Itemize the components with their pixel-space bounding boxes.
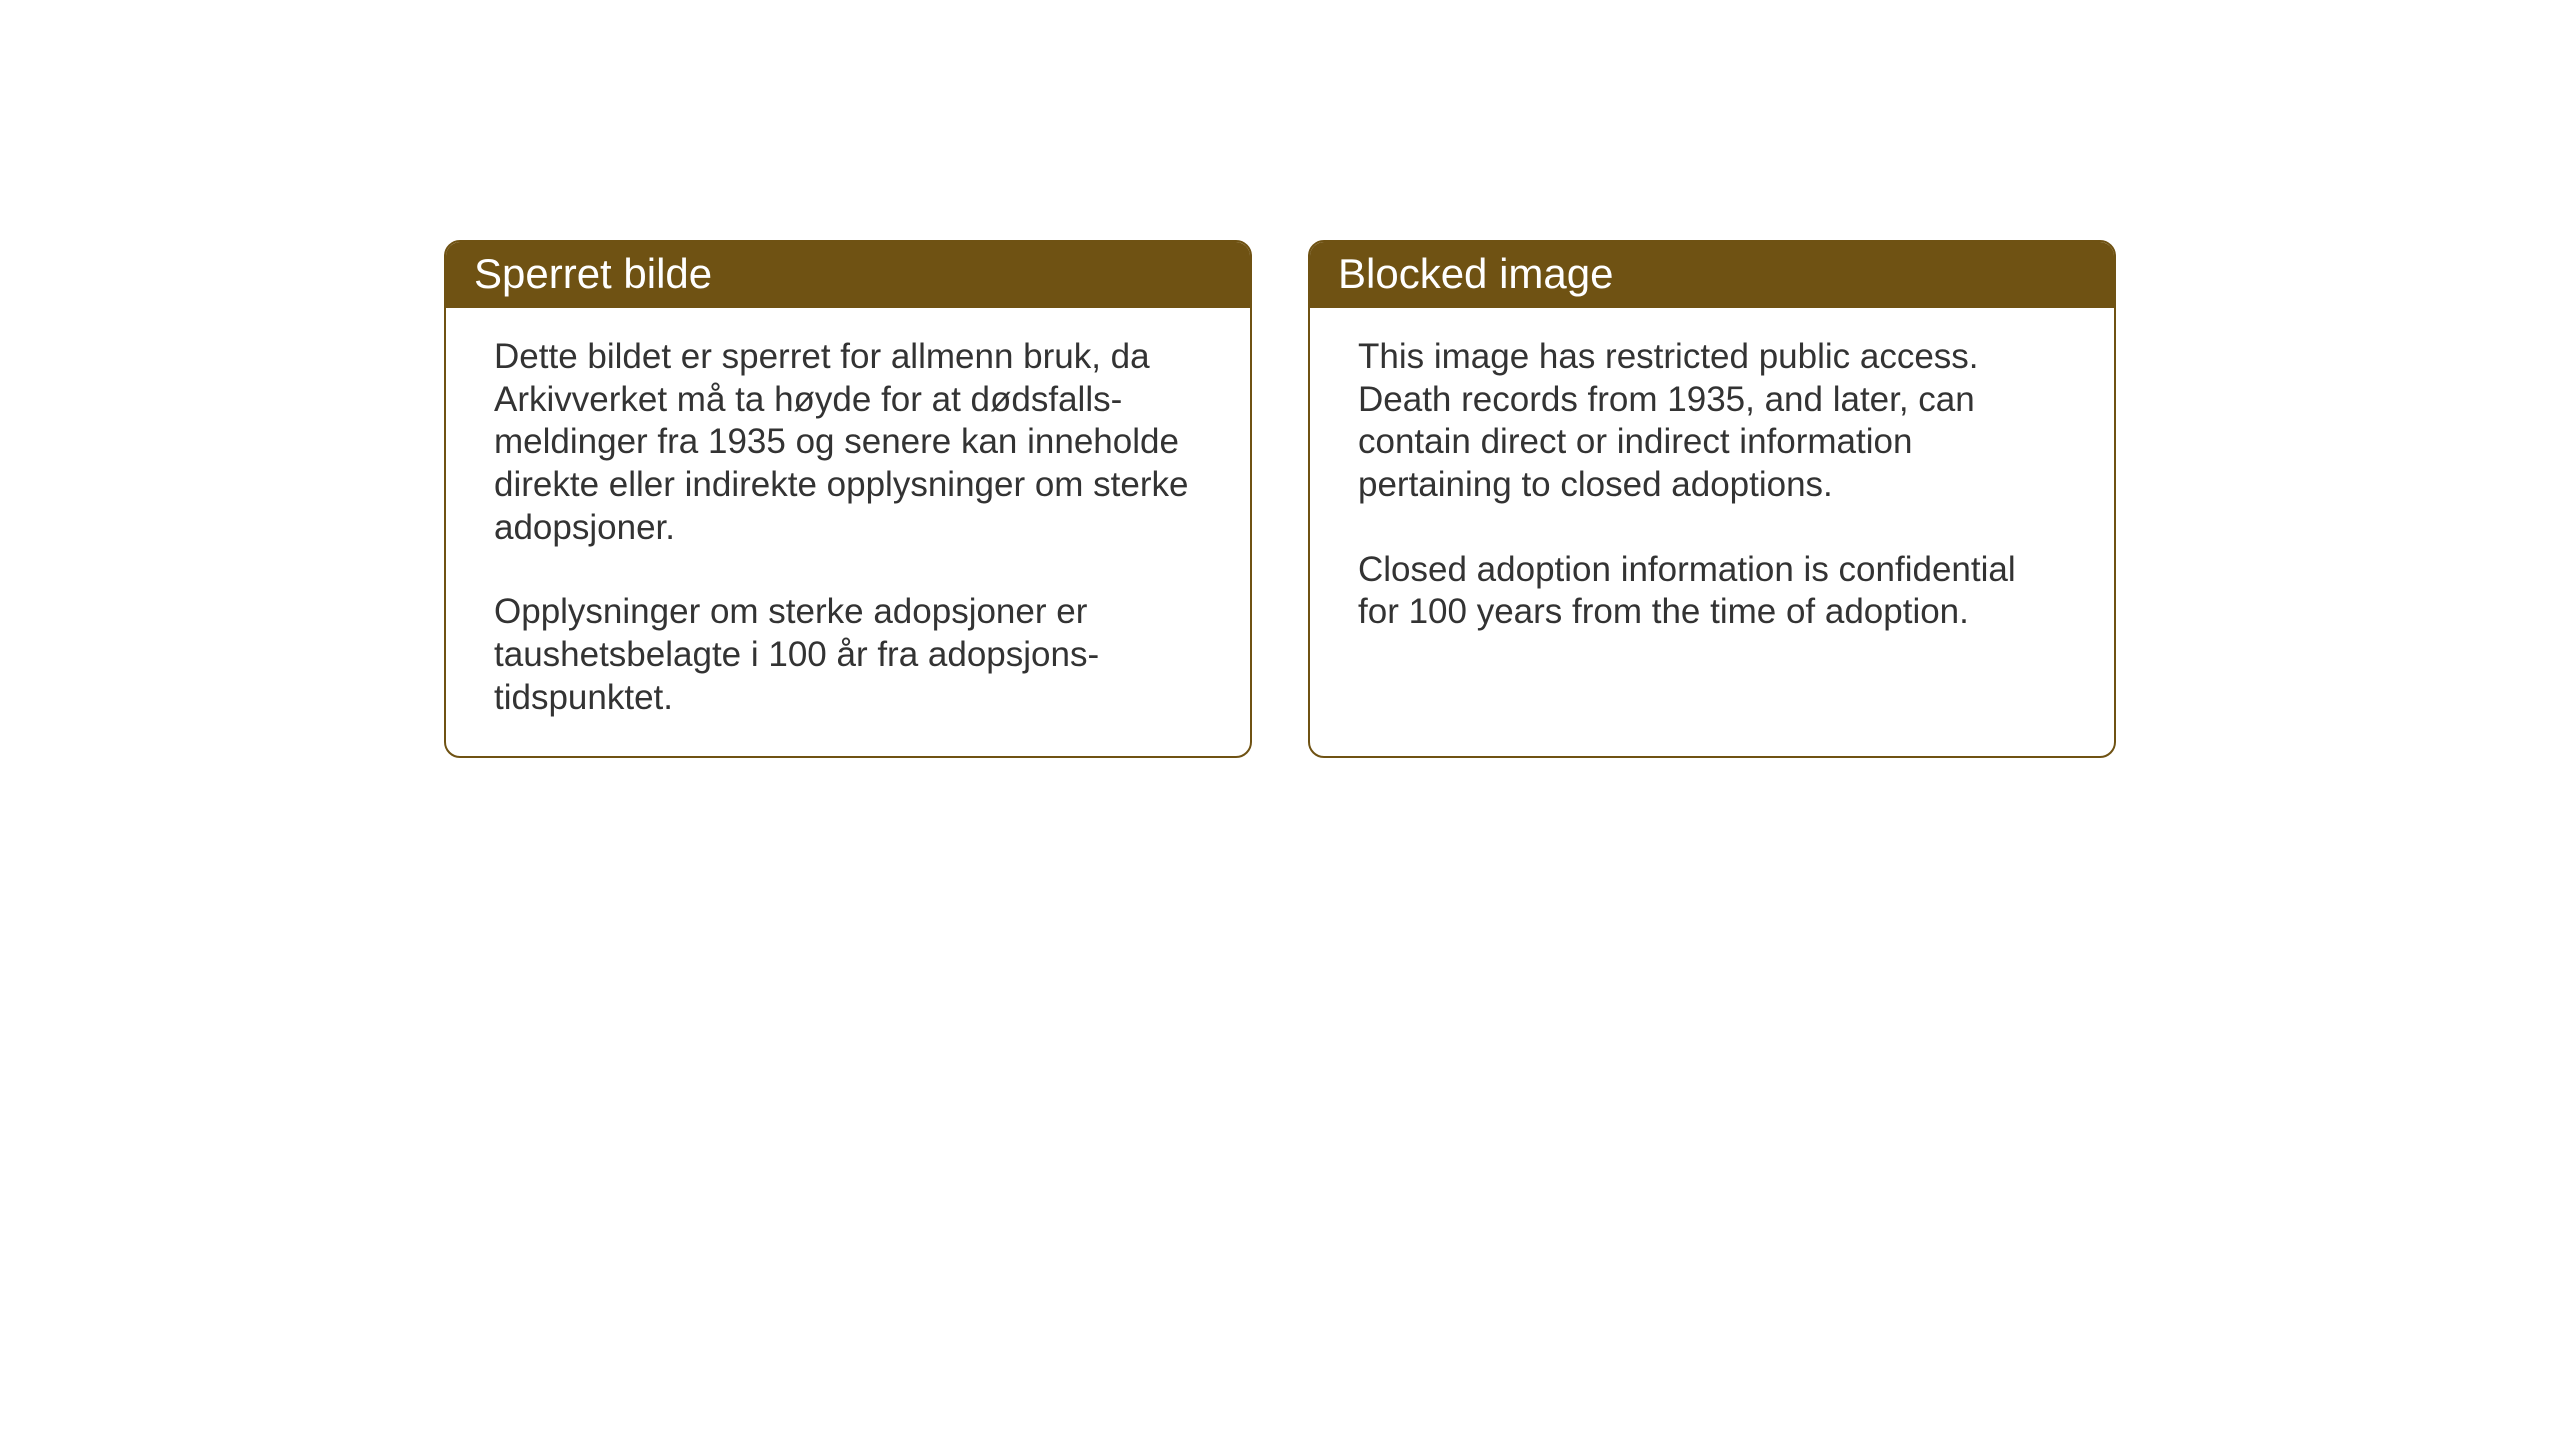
norwegian-card-header: Sperret bilde: [446, 242, 1250, 308]
english-notice-card: Blocked image This image has restricted …: [1308, 240, 2116, 758]
norwegian-paragraph-2: Opplysninger om sterke adopsjoner er tau…: [494, 591, 1202, 719]
norwegian-title: Sperret bilde: [474, 250, 712, 297]
norwegian-notice-card: Sperret bilde Dette bildet er sperret fo…: [444, 240, 1252, 758]
norwegian-card-body: Dette bildet er sperret for allmenn bruk…: [446, 308, 1250, 756]
english-card-header: Blocked image: [1310, 242, 2114, 308]
notice-container: Sperret bilde Dette bildet er sperret fo…: [444, 240, 2116, 758]
english-title: Blocked image: [1338, 250, 1613, 297]
norwegian-paragraph-1: Dette bildet er sperret for allmenn bruk…: [494, 336, 1202, 549]
english-paragraph-2: Closed adoption information is confident…: [1358, 549, 2066, 634]
english-paragraph-1: This image has restricted public access.…: [1358, 336, 2066, 507]
english-card-body: This image has restricted public access.…: [1310, 308, 2114, 756]
